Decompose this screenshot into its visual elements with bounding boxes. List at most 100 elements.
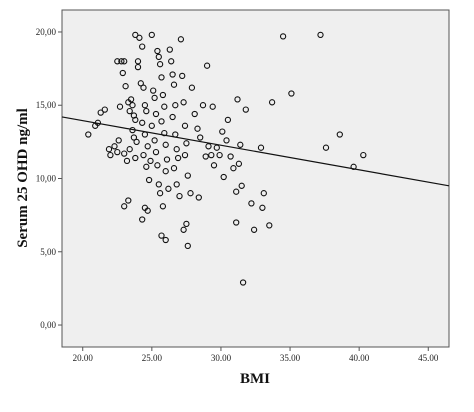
data-point (140, 84, 147, 91)
y-tick-label: 15,00 (36, 100, 57, 110)
data-point (179, 72, 186, 80)
data-point (181, 122, 189, 129)
plot-area (61, 9, 450, 348)
data-point (180, 226, 187, 233)
data-point (158, 118, 165, 125)
data-point (139, 216, 146, 223)
data-point (165, 185, 172, 192)
data-point (203, 62, 211, 69)
data-point (150, 87, 157, 94)
data-point (145, 176, 153, 184)
data-point (194, 125, 201, 132)
data-point (119, 69, 126, 77)
data-point (140, 151, 147, 159)
data-point (176, 192, 183, 200)
data-point (122, 83, 129, 90)
data-point (159, 91, 167, 99)
data-point (322, 144, 330, 151)
data-point (111, 143, 118, 150)
data-point (132, 31, 139, 39)
points-layer (85, 31, 367, 286)
x-axis-title: BMI (240, 371, 270, 387)
data-point (139, 119, 146, 126)
data-point (152, 148, 160, 156)
data-point (118, 58, 125, 65)
data-point (85, 131, 92, 138)
data-point (360, 151, 367, 159)
data-point (155, 53, 162, 61)
data-point (210, 162, 218, 169)
data-point (195, 194, 202, 201)
data-point (161, 103, 168, 110)
x-tick-label: 20.00 (73, 353, 94, 363)
data-point (125, 197, 132, 204)
data-point (233, 188, 240, 195)
data-point (121, 203, 128, 210)
data-point (170, 81, 178, 88)
data-point (132, 116, 139, 124)
data-point (151, 94, 158, 102)
data-point (97, 109, 104, 116)
data-point (268, 99, 276, 106)
data-point (147, 157, 154, 165)
data-point (288, 90, 295, 97)
x-tick-label: 30.00 (211, 353, 232, 363)
data-point (115, 137, 122, 144)
data-point (158, 74, 165, 81)
data-point (250, 226, 258, 233)
data-point (239, 279, 247, 286)
data-point (144, 143, 151, 150)
data-point (116, 103, 124, 110)
data-point (237, 141, 244, 148)
data-point (123, 157, 131, 165)
data-point (209, 103, 216, 110)
data-point (139, 43, 146, 50)
data-point (162, 236, 169, 244)
data-point (101, 106, 108, 113)
data-point (279, 33, 287, 40)
data-point (156, 61, 164, 68)
data-point (184, 242, 191, 250)
data-point (155, 181, 162, 188)
data-point (235, 160, 243, 167)
data-point (208, 151, 215, 159)
data-point (151, 137, 158, 144)
y-tick-label: 0,00 (40, 320, 56, 330)
data-point (130, 134, 138, 141)
data-point (187, 190, 194, 197)
data-point (134, 63, 142, 71)
data-point (107, 151, 114, 159)
data-point (166, 46, 173, 53)
data-point (170, 165, 178, 172)
data-point (143, 163, 150, 170)
data-point (126, 107, 133, 115)
data-point (183, 220, 190, 228)
data-point (126, 146, 133, 153)
data-point (154, 162, 161, 169)
data-point (156, 190, 164, 197)
x-tick-label: 45.00 (418, 353, 439, 363)
data-point (168, 58, 175, 65)
data-point (137, 80, 144, 87)
data-point (188, 84, 196, 91)
data-point (205, 143, 212, 150)
data-point (169, 71, 176, 78)
data-point (129, 102, 136, 109)
x-tick-label: 40.00 (349, 353, 370, 363)
data-point (162, 168, 169, 175)
data-point (148, 31, 155, 39)
data-point (224, 116, 232, 124)
data-point (144, 207, 151, 214)
data-point (180, 99, 187, 106)
data-point (121, 58, 128, 65)
data-point (148, 122, 155, 129)
data-point (173, 181, 180, 188)
data-point (154, 47, 161, 55)
data-point (169, 113, 176, 121)
data-point (132, 154, 139, 162)
data-point (257, 144, 265, 151)
x-axis: 20.00 25.00 30.00 35.00 40.00 45.00 (73, 347, 439, 363)
fit-line (61, 116, 450, 187)
data-point (162, 141, 169, 148)
data-point (238, 182, 245, 189)
